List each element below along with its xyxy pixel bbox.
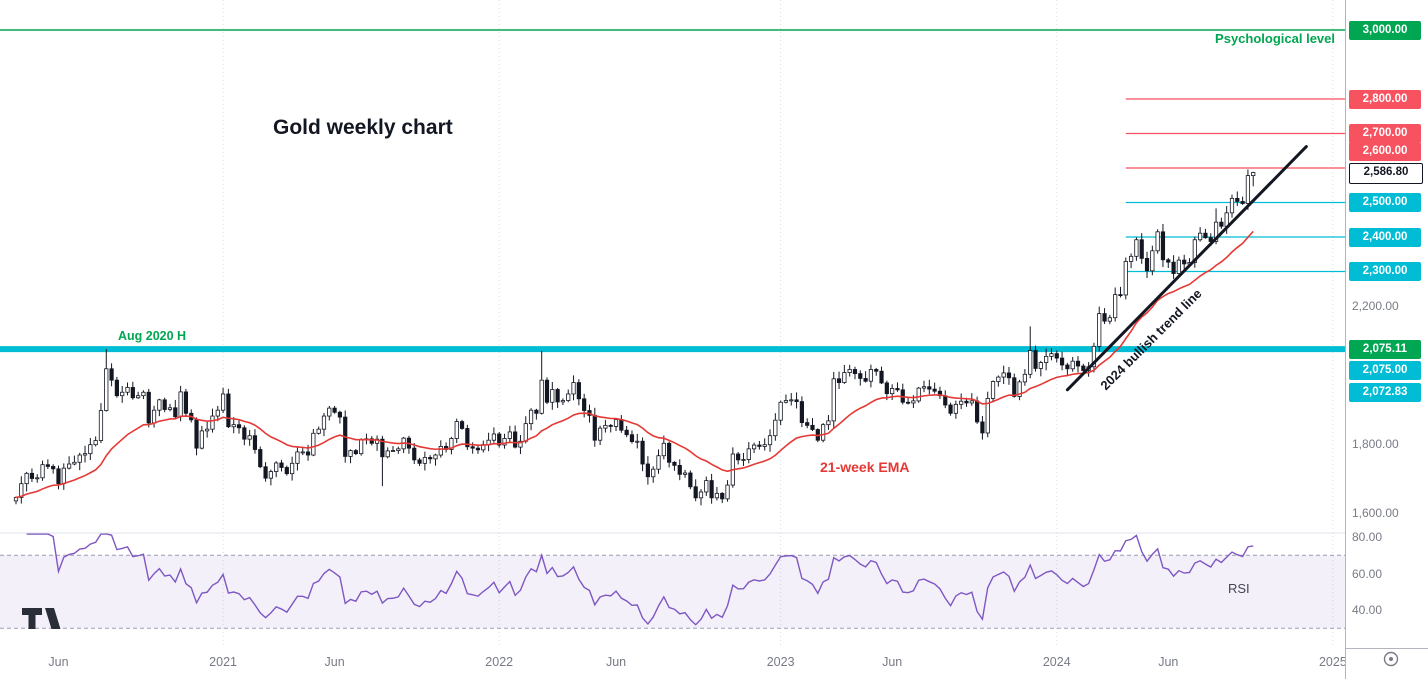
price-label-2,586.80: 2,586.80: [1349, 163, 1423, 185]
time-axis[interactable]: Jun 2021 Jun 2022 Jun 2023 Jun 2024 Jun 2025: [0, 648, 1345, 679]
rsi-panel: [0, 554, 1345, 629]
price-label-2,800.00: 2,800.00: [1349, 89, 1421, 109]
chart-title: Gold weekly chart: [273, 116, 453, 139]
price-label-2,075.00: 2,075.00: [1349, 360, 1421, 380]
level-lines[interactable]: [0, 29, 1345, 353]
time-label-2023: 2023: [766, 655, 795, 669]
price-label-2,072.83: 2,072.83: [1349, 383, 1421, 403]
price-label-3,000.00: 3,000.00: [1349, 20, 1421, 40]
time-label-2021: 2021: [209, 655, 237, 669]
level-band-2075: [0, 346, 1345, 353]
ema-label: 21-week EMA: [820, 459, 910, 475]
aug-2020-high-label: Aug 2020 H: [118, 329, 187, 343]
price-label-40.00: 40.00: [1352, 603, 1383, 617]
candlestick-series: [13, 169, 1256, 506]
time-label-2024: 2024: [1042, 655, 1071, 669]
tradingview-logo[interactable]: [20, 604, 70, 637]
time-label-Jun: Jun: [1158, 655, 1179, 669]
price-label-2,600.00: 2,600.00: [1349, 141, 1421, 161]
price-label-2,400.00: 2,400.00: [1349, 227, 1421, 247]
scale-settings-icon[interactable]: [1381, 649, 1401, 674]
price-label-80.00: 80.00: [1352, 530, 1383, 544]
price-label-1,600.00: 1,600.00: [1352, 506, 1399, 520]
price-scale[interactable]: 3,000.00 2,800.00 2,700.00 2,600.00 2,586.80…: [1346, 0, 1428, 648]
time-label-2022: 2022: [485, 655, 514, 669]
rsi-indicator-label: RSI: [1228, 581, 1250, 596]
time-label-Jun: Jun: [605, 655, 627, 669]
time-label-2025: 2025: [1318, 655, 1345, 669]
price-label-2,075.11: 2,075.11: [1349, 339, 1421, 359]
time-label-Jun: Jun: [48, 655, 69, 669]
time-label-Jun: Jun: [882, 655, 903, 669]
price-label-2,200.00: 2,200.00: [1352, 299, 1399, 313]
psychological-level-label: Psychological level: [1215, 31, 1335, 46]
price-label-2,700.00: 2,700.00: [1349, 124, 1421, 143]
year-gridlines: [222, 0, 1334, 648]
bullish-trend-line[interactable]: [1065, 145, 1308, 392]
price-label-1,800.00: 1,800.00: [1352, 437, 1399, 451]
price-label-60.00: 60.00: [1352, 566, 1383, 581]
time-label-Jun: Jun: [324, 655, 345, 669]
price-label-2,500.00: 2,500.00: [1349, 193, 1421, 212]
ema-line: [15, 230, 1254, 499]
price-label-2,300.00: 2,300.00: [1349, 262, 1421, 281]
rsi-line: [26, 533, 1254, 626]
